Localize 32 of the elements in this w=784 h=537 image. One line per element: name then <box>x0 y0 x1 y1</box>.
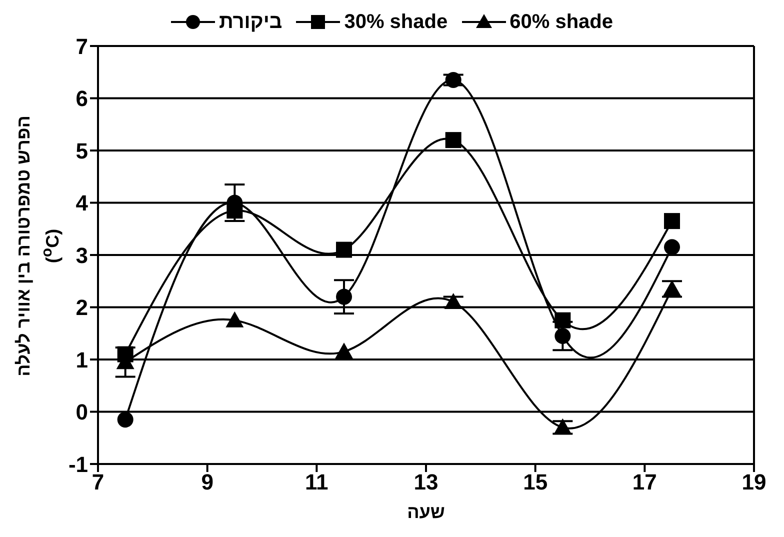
x-tick-label: 7 <box>92 470 104 495</box>
y-tick-label: 0 <box>76 400 88 425</box>
y-tick-label: 5 <box>76 138 88 164</box>
x-axis-title: שעה <box>407 502 445 522</box>
y-tick-label: 6 <box>76 86 88 112</box>
legend-label: ביקורת <box>218 10 282 34</box>
y-tick-label: 2 <box>76 295 88 320</box>
x-tick-label: 11 <box>305 470 328 495</box>
point <box>336 242 352 258</box>
point <box>336 288 352 305</box>
point <box>664 213 680 230</box>
y-tick-label: 4 <box>76 190 89 216</box>
x-tick-label: 17 <box>632 470 657 495</box>
x-tick-label: 13 <box>414 470 438 495</box>
point <box>335 342 353 359</box>
point <box>554 328 571 344</box>
y-tick-label: 3 <box>76 242 88 268</box>
point <box>445 72 462 88</box>
y-tick-label: 1 <box>76 347 88 372</box>
point <box>445 132 462 148</box>
point <box>117 412 134 428</box>
y-tick-label: 7 <box>76 34 88 59</box>
x-tick-label: 9 <box>201 470 214 495</box>
y-tick-label: -1 <box>68 452 88 477</box>
point <box>226 311 244 328</box>
legend-label: 60% shade <box>510 10 613 34</box>
legend-label: 30% shade <box>344 10 448 34</box>
point <box>664 239 680 256</box>
point <box>554 312 571 328</box>
x-tick-label: 19 <box>742 470 766 495</box>
x-tick-label: 15 <box>523 470 548 495</box>
point <box>117 346 134 362</box>
